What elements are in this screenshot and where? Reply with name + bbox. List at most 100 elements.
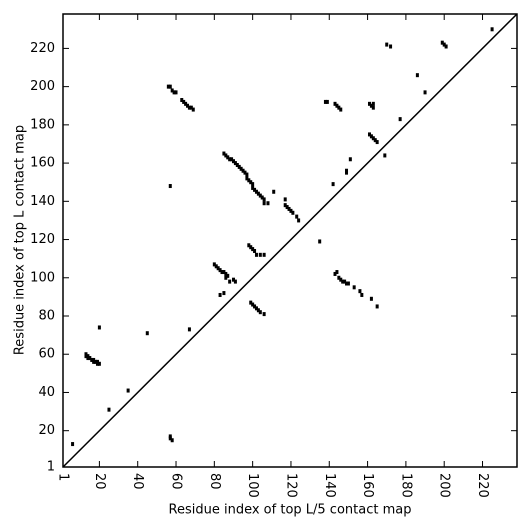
contact-point bbox=[247, 243, 251, 248]
contact-point bbox=[226, 155, 230, 160]
contact-point bbox=[168, 184, 172, 189]
contact-point bbox=[291, 210, 295, 215]
contact-point bbox=[228, 279, 232, 284]
contact-point bbox=[341, 279, 345, 284]
contact-point bbox=[266, 201, 270, 206]
x-tick-label: 220 bbox=[475, 473, 490, 498]
contact-point bbox=[348, 157, 352, 162]
contact-point bbox=[86, 356, 90, 361]
contact-point bbox=[323, 99, 327, 104]
contact-point bbox=[218, 268, 222, 273]
contact-point bbox=[107, 407, 111, 412]
contact-point bbox=[187, 327, 191, 332]
contact-point bbox=[262, 197, 266, 202]
contact-point bbox=[490, 27, 494, 32]
contact-point bbox=[251, 182, 255, 187]
y-axis-title: Residue index of top L contact map bbox=[13, 125, 28, 355]
contact-point bbox=[186, 103, 190, 108]
contact-point bbox=[373, 138, 377, 143]
contact-point bbox=[84, 354, 88, 359]
contact-point bbox=[251, 185, 255, 190]
contact-point bbox=[224, 153, 228, 158]
y-tick-label: 80 bbox=[38, 309, 55, 324]
contact-point bbox=[251, 247, 255, 252]
contact-point bbox=[245, 172, 249, 177]
contact-point bbox=[398, 117, 402, 122]
contact-point bbox=[339, 107, 343, 112]
contact-point bbox=[95, 361, 99, 366]
x-tick-label: 160 bbox=[360, 473, 375, 498]
y-tick-label: 20 bbox=[38, 423, 55, 438]
contact-point bbox=[371, 105, 375, 110]
contact-point bbox=[256, 191, 260, 196]
contact-point bbox=[256, 308, 260, 313]
x-tick-label: 120 bbox=[283, 473, 298, 498]
contact-point bbox=[97, 361, 101, 366]
contact-point bbox=[283, 203, 287, 208]
contact-point bbox=[335, 103, 339, 108]
contact-point bbox=[283, 197, 287, 202]
y-tick-label: 60 bbox=[38, 347, 55, 362]
contact-point bbox=[339, 277, 343, 282]
contact-point bbox=[367, 132, 371, 137]
contact-point bbox=[231, 159, 235, 164]
contact-point bbox=[345, 170, 349, 175]
contact-point bbox=[258, 310, 262, 315]
contact-point bbox=[174, 90, 178, 95]
contact-point bbox=[170, 88, 174, 93]
contact-point bbox=[254, 252, 258, 257]
contact-point bbox=[226, 273, 230, 278]
contact-point bbox=[253, 304, 257, 309]
contact-point bbox=[212, 262, 216, 267]
contact-point bbox=[249, 180, 253, 185]
y-tick-label: 40 bbox=[38, 385, 55, 400]
contact-point bbox=[262, 252, 266, 257]
contact-point bbox=[289, 208, 293, 213]
y-tick-label: 160 bbox=[30, 156, 55, 171]
contact-point bbox=[318, 239, 322, 244]
contact-point bbox=[228, 157, 232, 162]
contact-point bbox=[251, 302, 255, 307]
contact-point bbox=[172, 90, 176, 95]
contact-point bbox=[224, 275, 228, 280]
contact-point bbox=[331, 182, 335, 187]
x-tick-label: 1 bbox=[56, 473, 71, 481]
contact-point bbox=[214, 264, 218, 269]
contact-point bbox=[369, 134, 373, 139]
contact-point bbox=[272, 189, 276, 194]
y-tick-label: 1 bbox=[47, 460, 55, 475]
contact-point bbox=[90, 357, 94, 362]
contact-point bbox=[216, 266, 220, 271]
contact-point bbox=[375, 140, 379, 145]
contact-point bbox=[182, 99, 186, 104]
diagonal bbox=[62, 13, 518, 468]
contact-point bbox=[360, 292, 364, 297]
contact-point bbox=[345, 281, 349, 286]
contact-point bbox=[297, 218, 301, 223]
x-tick-label: 100 bbox=[245, 473, 260, 498]
contact-point bbox=[260, 195, 264, 200]
contact-point bbox=[247, 178, 251, 183]
x-tick-label: 60 bbox=[169, 473, 184, 490]
contact-point bbox=[97, 325, 101, 330]
contact-point bbox=[187, 105, 191, 110]
contact-point bbox=[325, 99, 329, 104]
contact-point bbox=[253, 187, 257, 192]
contact-point bbox=[233, 161, 237, 166]
contact-point bbox=[168, 84, 172, 89]
x-tick-label: 20 bbox=[92, 473, 107, 490]
contact-point bbox=[352, 285, 356, 290]
contact-point bbox=[191, 107, 195, 112]
contact-point bbox=[245, 176, 249, 181]
contact-point bbox=[262, 201, 266, 206]
contact-point bbox=[444, 44, 448, 49]
contact-point bbox=[231, 277, 235, 282]
contact-point bbox=[222, 270, 226, 275]
contact-point bbox=[254, 306, 258, 311]
contact-point bbox=[249, 245, 253, 250]
contact-point bbox=[346, 281, 350, 286]
x-tick-label: 200 bbox=[437, 473, 452, 498]
contact-point bbox=[333, 101, 337, 106]
contact-point bbox=[285, 205, 289, 210]
x-tick-label: 40 bbox=[130, 473, 145, 490]
